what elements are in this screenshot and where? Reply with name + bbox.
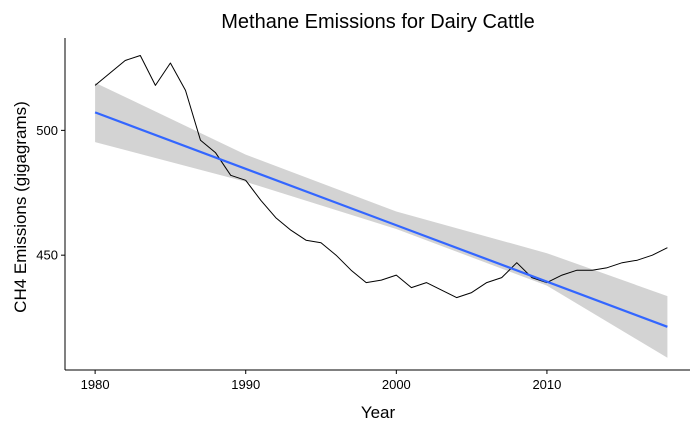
y-tick-label: 450 [36,248,58,263]
y-tick-label: 500 [36,123,58,138]
x-axis-label: Year [361,403,396,422]
x-tick-label: 1990 [231,377,260,392]
x-tick-label: 1980 [81,377,110,392]
y-axis-label: CH4 Emissions (gigagrams) [11,101,30,313]
emissions-line [94,55,668,299]
plot-area [94,55,668,358]
trend-line [94,111,668,328]
x-tick-label: 2000 [382,377,411,392]
axes: 1980 1990 2000 2010 450 500 [36,38,690,392]
chart-title: Methane Emissions for Dairy Cattle [221,11,534,33]
x-tick-label: 2010 [532,377,561,392]
